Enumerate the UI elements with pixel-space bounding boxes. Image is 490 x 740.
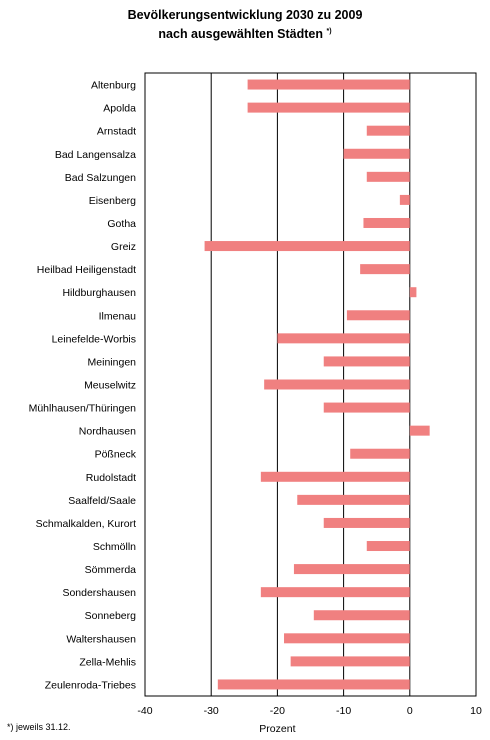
bar (350, 448, 410, 459)
x-tick-label: -10 (336, 705, 351, 717)
category-label: Zeulenroda-Triebes (45, 679, 136, 691)
category-label: Bad Salzungen (65, 172, 136, 184)
category-label: Waltershausen (66, 633, 136, 645)
bar (247, 79, 410, 90)
category-labels: Altenburg Apolda Arnstadt Bad Langensalza Ba… (29, 80, 137, 692)
bar (323, 356, 410, 367)
bar (366, 125, 410, 136)
bar (297, 494, 410, 505)
category-label: Arnstadt (97, 126, 136, 138)
bar (293, 564, 410, 575)
bar (346, 310, 410, 321)
x-tick-label: -30 (204, 705, 219, 717)
category-label: Schmalkalden, Kurort (36, 518, 136, 530)
footnote: *) jeweils 31.12. (7, 722, 71, 732)
category-label: Greiz (111, 241, 136, 253)
category-label: Eisenberg (89, 195, 136, 207)
category-label: Hildburghausen (62, 287, 136, 299)
chart-title-line2: nach ausgewählten Städten *) (0, 24, 490, 42)
x-tick-labels: -40 -30 -20 -10 0 10 (137, 705, 482, 717)
bar (217, 679, 410, 690)
bar (409, 425, 430, 436)
x-axis-label: Prozent (259, 723, 295, 735)
category-label: Meuselwitz (84, 380, 136, 392)
bar (260, 471, 410, 482)
bar (277, 333, 410, 344)
category-label: Gotha (107, 218, 136, 230)
bar (284, 633, 410, 644)
category-label: Mühlhausen/Thüringen (29, 403, 137, 415)
category-label: Schmölln (93, 541, 136, 553)
bar (313, 610, 410, 621)
bar (366, 541, 410, 552)
bar (260, 587, 410, 598)
bars (204, 79, 430, 690)
bar (399, 194, 410, 205)
bar (363, 217, 410, 228)
x-tick-label: -40 (137, 705, 152, 717)
bar (366, 171, 410, 182)
bar (264, 379, 410, 390)
x-tick-label: 10 (470, 705, 482, 717)
category-label: Sonneberg (85, 610, 137, 622)
category-label: Leinefelde-Worbis (52, 333, 136, 345)
category-label: Sondershausen (62, 587, 136, 599)
title-footnote-marker: *) (326, 28, 332, 35)
category-label: Saalfeld/Saale (68, 495, 136, 507)
category-label: Nordhausen (79, 426, 136, 438)
category-label: Apolda (103, 103, 136, 115)
bar (204, 241, 410, 252)
x-tick-label: -20 (270, 705, 285, 717)
bar (247, 102, 410, 113)
bar (409, 287, 417, 298)
chart-title-line1: Bevölkerungsentwicklung 2030 zu 2009 (127, 8, 363, 22)
bar (290, 656, 410, 667)
bar (343, 148, 410, 159)
category-label: Meiningen (88, 356, 137, 368)
category-label: Zella-Mehlis (79, 656, 136, 668)
plot-area-frame (144, 72, 477, 697)
category-label: Altenburg (91, 80, 136, 92)
x-tick-label: 0 (407, 705, 413, 717)
chart-title-line2-text: nach ausgewählten Städten (158, 27, 324, 41)
category-label: Rudolstadt (86, 472, 136, 484)
category-label: Ilmenau (99, 310, 137, 322)
category-label: Sömmerda (85, 564, 137, 576)
category-label: Bad Langensalza (55, 149, 136, 161)
bar (323, 517, 410, 528)
category-label: Pößneck (95, 449, 137, 461)
bar (360, 264, 410, 275)
category-label: Heilbad Heiligenstadt (37, 264, 136, 276)
bar (323, 402, 410, 413)
